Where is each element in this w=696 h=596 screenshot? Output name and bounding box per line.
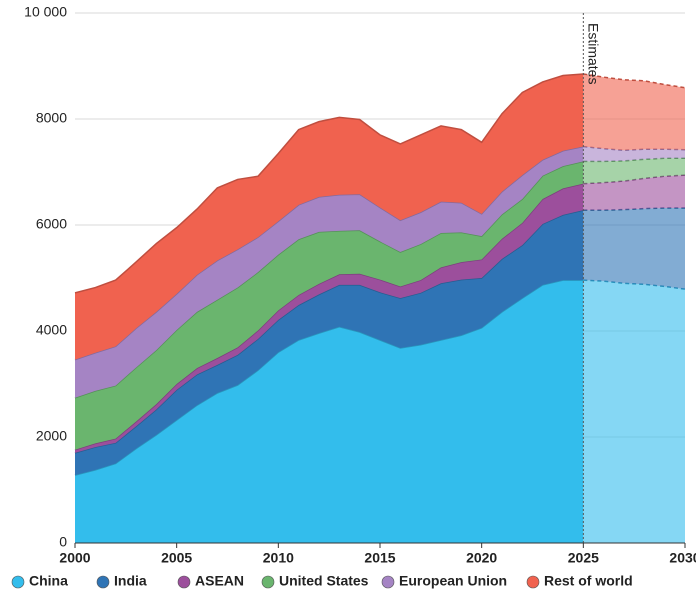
legend-label: Rest of world (544, 573, 633, 589)
y-tick-label: 6000 (36, 216, 67, 232)
area-estimate (583, 208, 685, 290)
area-edge (74, 73, 584, 294)
legend-label: European Union (399, 573, 507, 589)
y-tick-label: 8000 (36, 110, 67, 126)
area-estimate (583, 280, 685, 543)
area-estimate (583, 146, 685, 162)
legend-swatch (381, 575, 395, 589)
x-tick-label: 2000 (59, 550, 90, 566)
annotation: Estimates (586, 23, 602, 84)
legend-item: Rest of world (526, 573, 633, 589)
area (75, 210, 584, 476)
y-tick-label: 2000 (36, 428, 67, 444)
legend-swatch (177, 575, 191, 589)
legend-label: ASEAN (195, 573, 244, 589)
legend-item: ASEAN (177, 573, 244, 589)
legend-label: United States (279, 573, 369, 589)
legend-swatch (11, 575, 25, 589)
x-tick-label: 2005 (161, 550, 192, 566)
y-tick-label: 4000 (36, 322, 67, 338)
x-tick-label: 2010 (263, 550, 294, 566)
legend-item: India (96, 573, 147, 589)
area (75, 280, 584, 543)
y-tick-label: 10 000 (24, 4, 67, 20)
area-estimate (583, 73, 685, 151)
area (75, 73, 584, 360)
area-edge (583, 73, 686, 89)
x-tick-label: 2030 (669, 550, 696, 566)
legend-item: United States (261, 573, 369, 589)
legend-swatch (261, 575, 275, 589)
legend-swatch (526, 575, 540, 589)
area (75, 146, 584, 398)
legend-label: India (114, 573, 147, 589)
legend-item: European Union (381, 573, 507, 589)
x-tick-label: 2025 (568, 550, 599, 566)
y-tick-label: 0 (59, 534, 67, 550)
legend-swatch (96, 575, 110, 589)
x-tick-label: 2015 (364, 550, 395, 566)
area (75, 161, 584, 450)
x-tick-label: 2020 (466, 550, 497, 566)
area-estimate (583, 175, 685, 211)
area-estimate (583, 158, 685, 184)
legend-label: China (29, 573, 68, 589)
legend-item: China (11, 573, 68, 589)
